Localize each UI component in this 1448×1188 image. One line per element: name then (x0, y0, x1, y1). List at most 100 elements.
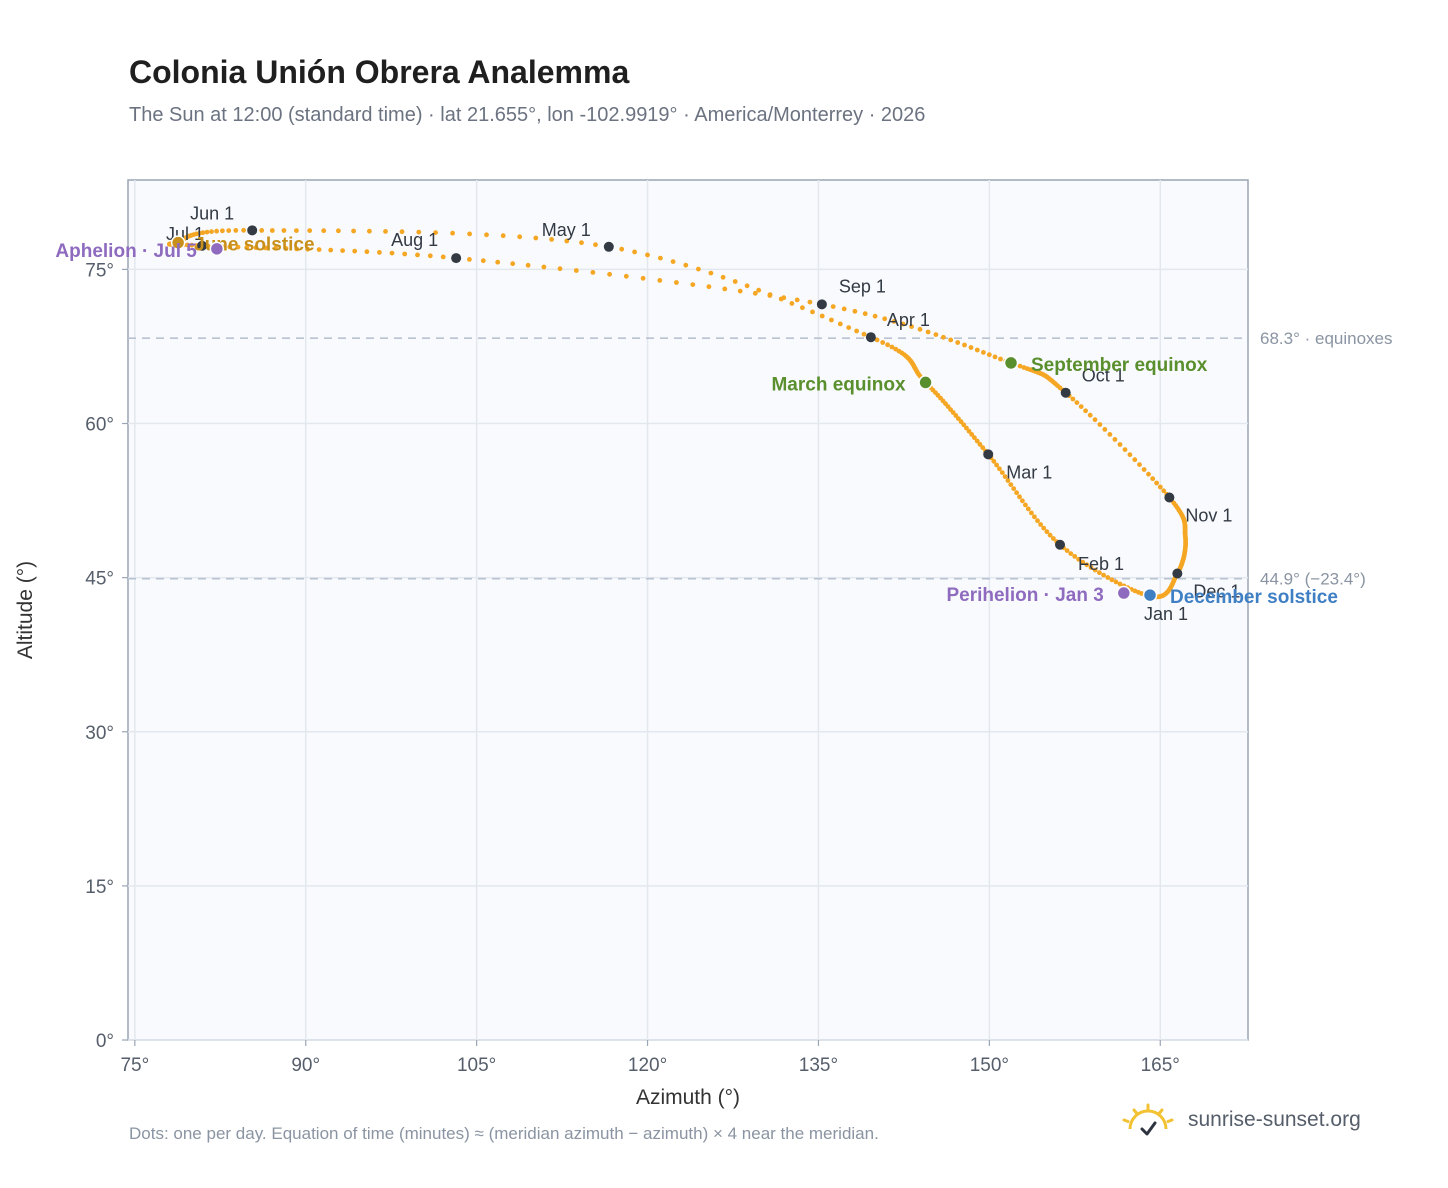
analemma-day-dot (283, 246, 289, 251)
analemma-day-dot (623, 273, 629, 279)
analemma-day-dot (737, 288, 743, 294)
analemma-day-dot (1044, 529, 1050, 535)
analemma-day-dot (854, 328, 859, 334)
analemma-day-dot (968, 345, 974, 350)
event-marker-label: March equinox (771, 374, 906, 395)
analemma-day-dot (484, 232, 489, 238)
reference-line-label: 68.3° · equinoxes (1260, 329, 1393, 348)
event-markers: March equinox September equinox June solst… (55, 235, 1338, 608)
reference-line-label: 44.9° (−23.4°) (1260, 570, 1366, 589)
y-tick-label: 30° (85, 723, 114, 744)
x-tick-label: 120° (628, 1055, 667, 1076)
analemma-day-dot (383, 229, 388, 234)
analemma-day-dot (706, 284, 712, 290)
month-marker-dot (247, 225, 258, 236)
analemma-day-dot (294, 246, 300, 252)
analemma-day-dot (1041, 525, 1047, 531)
analemma-day-dot (969, 432, 975, 437)
analemma-day-dot (955, 340, 961, 345)
analemma-day-dot (1038, 522, 1043, 527)
analemma-day-dot (340, 248, 345, 254)
event-marker-label: June solstice (194, 235, 314, 256)
analemma-day-dot (1117, 581, 1123, 587)
analemma-day-dot (1072, 554, 1078, 559)
analemma-day-dot (658, 255, 663, 261)
analemma-day-dot (557, 266, 563, 272)
analemma-day-dot (1092, 567, 1098, 573)
analemma-day-dot (958, 419, 964, 425)
analemma-day-dot (1032, 514, 1037, 520)
analemma-day-dot (998, 356, 1003, 362)
analemma-day-dot (872, 313, 878, 319)
analemma-day-dot (1141, 467, 1147, 472)
month-marker-dot (816, 299, 827, 310)
analemma-day-dot (1017, 494, 1022, 500)
event-marker-dot (1142, 587, 1158, 603)
analemma-day-dot (416, 229, 422, 235)
analemma-day-dot (1088, 565, 1094, 570)
analemma-day-dot (900, 321, 906, 327)
analemma-day-dot (696, 266, 701, 272)
y-tick-label: 15° (85, 877, 114, 898)
analemma-day-dot (781, 295, 787, 301)
analemma-day-dot (874, 337, 880, 343)
x-tick-label: 90° (291, 1055, 320, 1076)
x-tick-label: 75° (120, 1055, 149, 1076)
analemma-day-dot (800, 305, 805, 311)
month-marker-dot (1055, 539, 1066, 550)
analemma-day-dot (909, 324, 914, 329)
analemma-day-dot (389, 250, 395, 256)
analemma-day-dot (720, 274, 726, 280)
analemma-day-dot (204, 229, 210, 235)
analemma-day-dot (732, 279, 738, 284)
analemma-day-dot (994, 462, 999, 468)
analemma-day-dot (579, 240, 584, 246)
month-marker-label: Aug 1 (391, 230, 438, 250)
event-marker-dot (209, 241, 225, 257)
month-marker-dot (603, 241, 614, 252)
axis-ticks: 75° 90° 105° 120° 135° 150° 165° 0° 15° 30° 45° 60°… (85, 260, 1180, 1076)
analemma-day-dot (573, 268, 579, 273)
analemma-day-dot (328, 247, 334, 253)
analemma-day-dot (1137, 462, 1142, 467)
analemma-day-dot (367, 228, 372, 234)
analemma-day-dot (917, 326, 923, 332)
brand[interactable]: sunrise-sunset.org (1120, 1103, 1361, 1137)
analemma-day-dot (992, 354, 998, 360)
analemma-day-dot (891, 319, 897, 324)
analemma-day-dot (861, 331, 867, 337)
event-marker-dot (1003, 355, 1019, 371)
analemma-day-dot (564, 238, 570, 244)
month-marker-label: Nov 1 (1185, 505, 1232, 525)
analemma-day-dot (1154, 480, 1159, 486)
analemma-day-dot (1074, 400, 1080, 405)
analemma-day-dot (893, 346, 899, 352)
analemma-day-dot (1132, 457, 1138, 463)
reference-lines: 68.3° · equinoxes 44.9° (−23.4°) (128, 329, 1393, 589)
analemma-day-dot (220, 228, 225, 234)
analemma-day-dot (185, 242, 190, 248)
month-marker-label: Jun 1 (190, 203, 234, 223)
analemma-day-dot (882, 316, 888, 322)
analemma-day-dot (789, 301, 795, 306)
analemma-day-dot (632, 249, 637, 255)
month-marker-label: May 1 (542, 220, 591, 240)
analemma-chart: 68.3° · equinoxes 44.9° (−23.4°) Jan 1 Feb… (14, 179, 1393, 1109)
month-marker-label: Apr 1 (887, 310, 930, 330)
analemma-day-dot (525, 262, 531, 268)
analemma-day-dot (974, 438, 980, 444)
month-marker-dot (1164, 492, 1175, 503)
analemma-day-dot (533, 235, 539, 241)
brand-name[interactable]: sunrise-sunset.org (1188, 1108, 1361, 1131)
analemma-day-dot (756, 287, 762, 293)
analemma-day-dot (593, 242, 598, 248)
analemma-day-dot (415, 252, 420, 258)
analemma-day-dot (1113, 579, 1119, 585)
analemma-day-dot (830, 304, 836, 309)
analemma-day-dot (819, 313, 825, 319)
event-marker-dot (918, 375, 933, 390)
page-subtitle: The Sun at 12:00 (standard time) · lat 2… (129, 104, 926, 126)
grid-lines (128, 180, 1248, 1041)
analemma-day-dot (1076, 556, 1081, 562)
analemma-day-dot (450, 230, 455, 236)
